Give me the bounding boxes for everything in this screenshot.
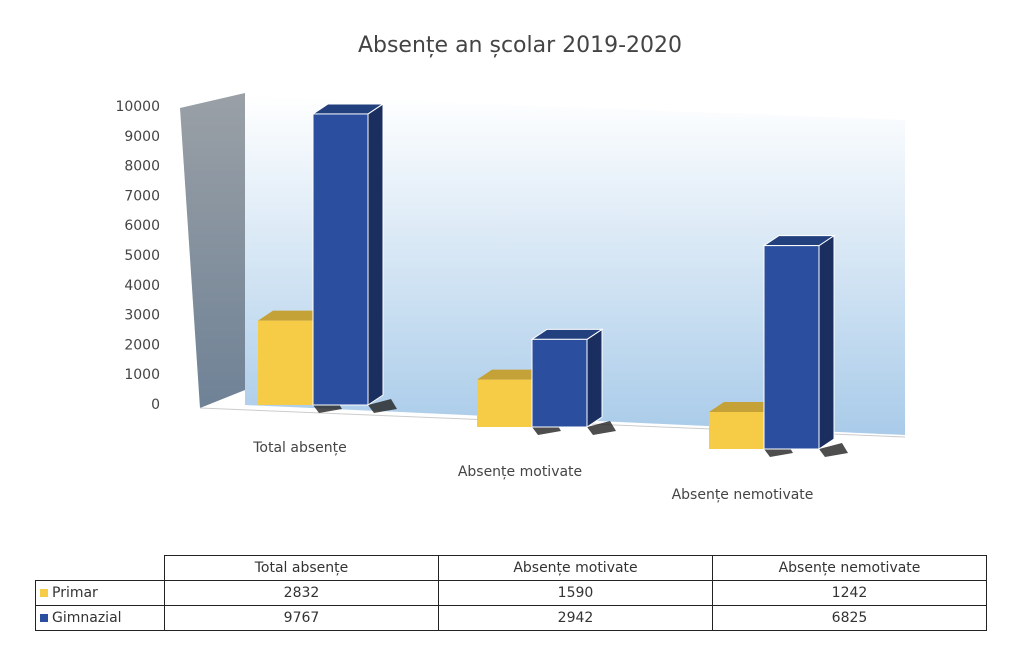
bar-side [586,328,603,428]
bar-side [818,234,835,450]
y-tick-label: 8000 [124,159,160,175]
y-tick-label: 9000 [124,129,160,145]
bar [709,411,764,449]
x-tick-label: Absențe motivate [457,464,583,480]
data-table: Total absențe Absențe motivate Absențe nem… [35,555,987,631]
bar-top [477,369,547,380]
y-tick-label: 5000 [124,248,160,264]
y-tick-label: 7000 [124,188,160,204]
table-row: Gimnazial 9767 2942 6825 [35,605,987,631]
legend-swatch [40,589,48,597]
table-header: Absențe nemotivate [712,555,987,581]
legend-entry: Primar [35,580,165,606]
bar [763,245,820,450]
table-header: Total absențe [164,555,439,581]
legend-label: Primar [52,585,98,601]
y-tick-label: 10000 [115,99,160,115]
table-corner [35,555,165,581]
table-header-row: Total absențe Absențe motivate Absențe nem… [35,555,987,581]
table-value: 6825 [712,605,987,631]
bar-side [367,103,384,406]
y-tick-label: 2000 [124,337,160,353]
bar [477,379,532,427]
legend-entry: Gimnazial [35,605,165,631]
side-wall [180,93,245,408]
table-value: 1242 [712,580,987,606]
table-header: Absențe motivate [438,555,713,581]
bar [531,338,588,428]
table-value: 2942 [438,605,713,631]
bar-shadow [587,421,616,435]
x-tick-label: Total absențe [253,440,347,456]
x-tick-label: Absențe nemotivate [671,487,814,503]
chart-title: Absențe an școlar 2019-2020 [358,33,682,58]
legend-label: Gimnazial [52,610,122,626]
table-value: 2832 [164,580,439,606]
table-value: 9767 [164,605,439,631]
y-tick-label: 3000 [124,308,160,324]
chart: Absențe an școlar 2019-2020 0 1000 2000 300… [115,33,906,457]
table-value: 1590 [438,580,713,606]
bar-shadow [368,399,397,413]
y-tick-label: 4000 [124,278,160,294]
bar-shadow [819,443,848,457]
bar-top [258,310,328,321]
bar [258,320,313,405]
legend-swatch [40,614,48,622]
y-tick-label: 1000 [124,367,160,383]
bar-top [709,401,779,412]
bar [312,113,369,406]
back-wall [245,95,905,435]
y-tick-label: 0 [151,397,160,413]
y-tick-label: 6000 [124,218,160,234]
table-row: Primar 2832 1590 1242 [35,580,987,606]
